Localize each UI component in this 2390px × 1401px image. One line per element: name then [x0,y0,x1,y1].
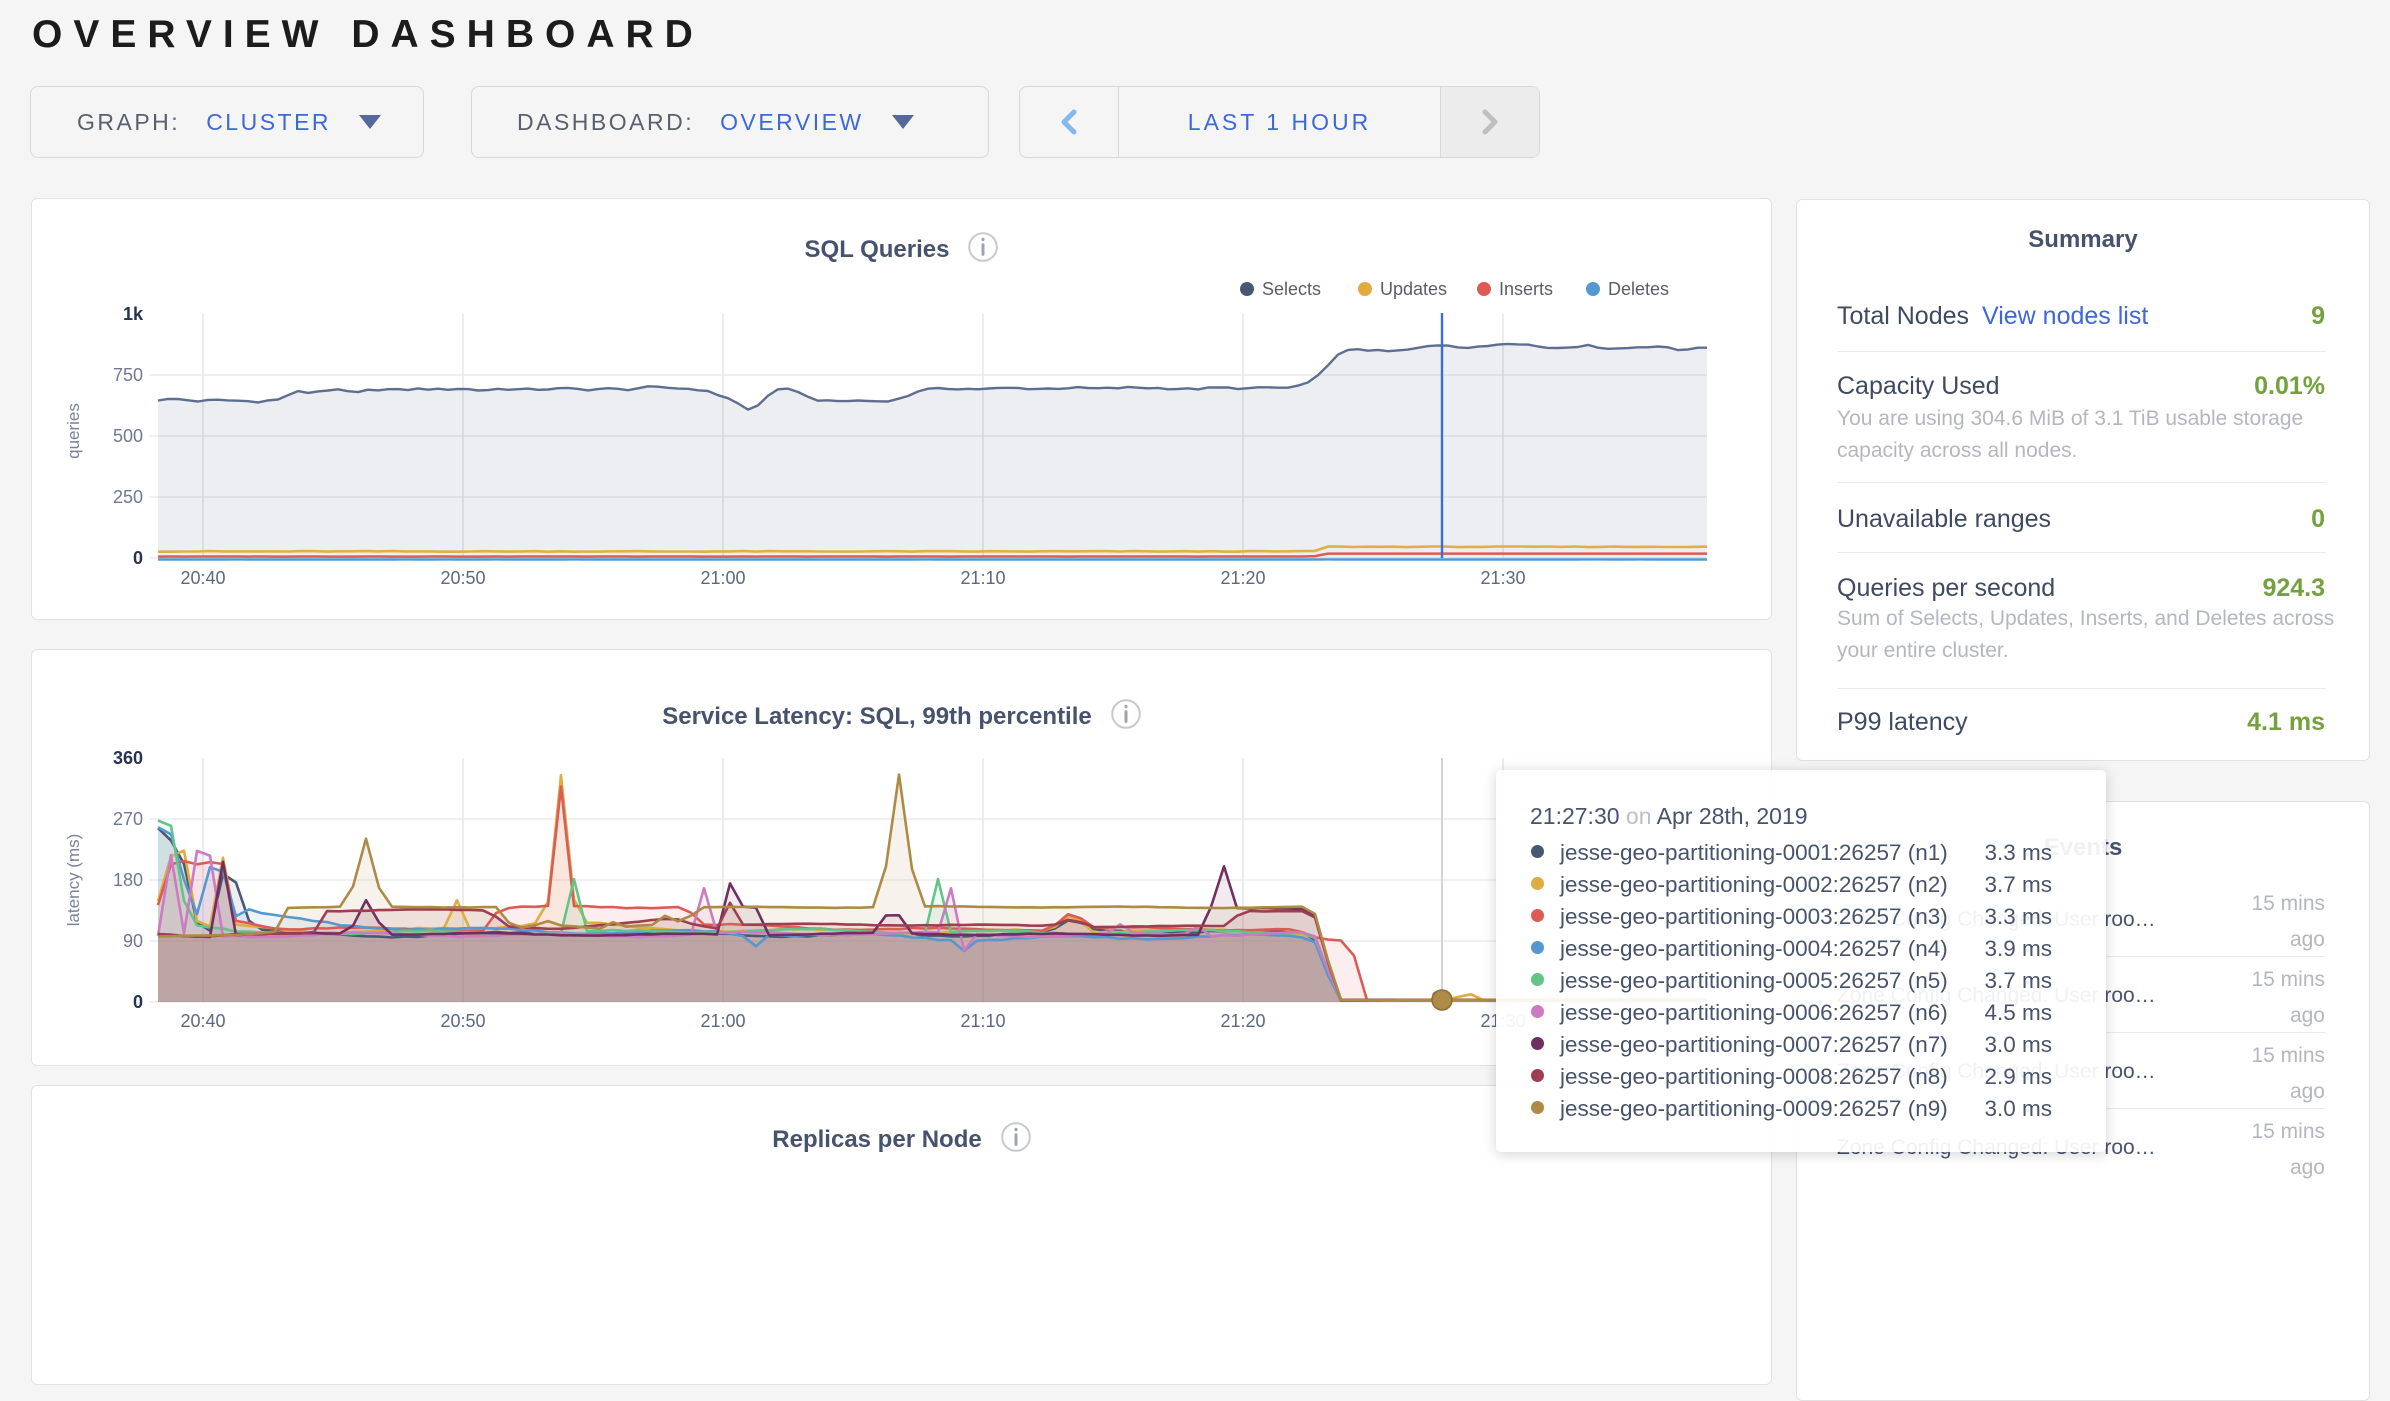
svg-text:queries: queries [64,403,83,459]
svg-text:20:50: 20:50 [440,568,485,588]
svg-text:21:20: 21:20 [1220,568,1265,588]
svg-text:90: 90 [123,931,143,951]
svg-text:0: 0 [133,992,143,1012]
svg-text:750: 750 [113,365,143,385]
svg-text:500: 500 [113,426,143,446]
svg-text:360: 360 [113,748,143,768]
svg-text:21:00: 21:00 [700,1011,745,1031]
svg-text:1k: 1k [123,304,144,324]
svg-text:21:20: 21:20 [1220,1011,1265,1031]
svg-text:270: 270 [113,809,143,829]
svg-text:21:10: 21:10 [960,568,1005,588]
svg-text:21:10: 21:10 [960,1011,1005,1031]
svg-text:0: 0 [133,548,143,568]
svg-text:21:00: 21:00 [700,568,745,588]
svg-text:20:40: 20:40 [180,1011,225,1031]
svg-text:20:50: 20:50 [440,1011,485,1031]
svg-text:21:30: 21:30 [1480,568,1525,588]
svg-text:180: 180 [113,870,143,890]
svg-text:latency (ms): latency (ms) [64,834,83,927]
svg-text:20:40: 20:40 [180,568,225,588]
svg-text:250: 250 [113,487,143,507]
